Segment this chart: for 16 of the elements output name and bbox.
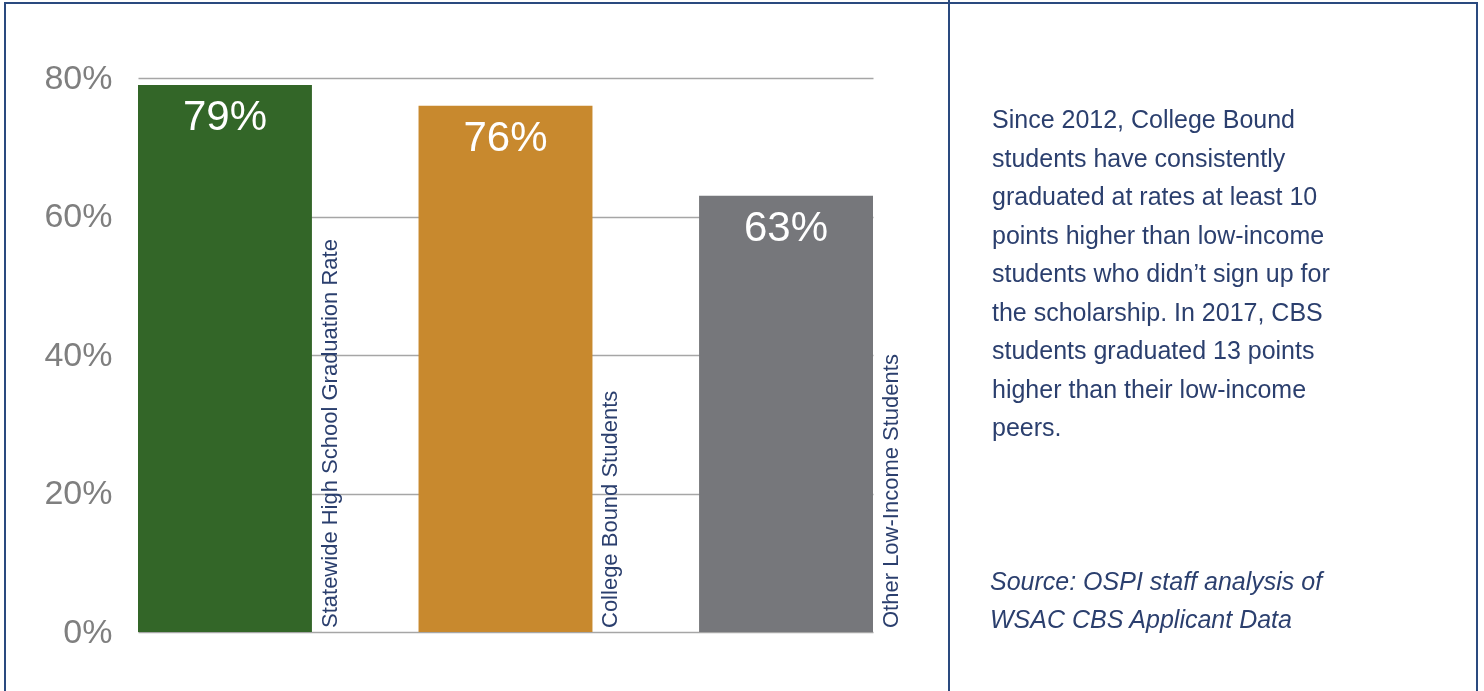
y-tick-label: 20% (44, 473, 113, 511)
data-label: 79% (182, 91, 267, 139)
bar (418, 105, 593, 632)
data-label: 76% (463, 112, 548, 160)
bar (138, 84, 312, 632)
y-tick-label: 60% (44, 196, 113, 234)
text: Since 2012, College Bound students have consistently graduated at rates at least 10 points higher than low-income students who didn’t sign up for the scholarship. In 2017, CBS students graduated 13 points higher than their low-income peers. (992, 105, 1330, 441)
y-tick-label: 80% (44, 57, 113, 96)
y-tick-label: 0% (63, 611, 113, 650)
data-label: 63% (744, 202, 829, 250)
x-tick-label: Statewide High School Graduation Rate (316, 239, 342, 628)
source-note: Source: OSPI staff analysis of WSAC CBS Applicant Data (990, 566, 1326, 635)
x-tick-label: Other Low-Income Students (878, 354, 903, 628)
bar (699, 195, 873, 632)
y-tick-label: 40% (44, 334, 113, 373)
x-tick-label: College Bound Students (597, 390, 623, 628)
